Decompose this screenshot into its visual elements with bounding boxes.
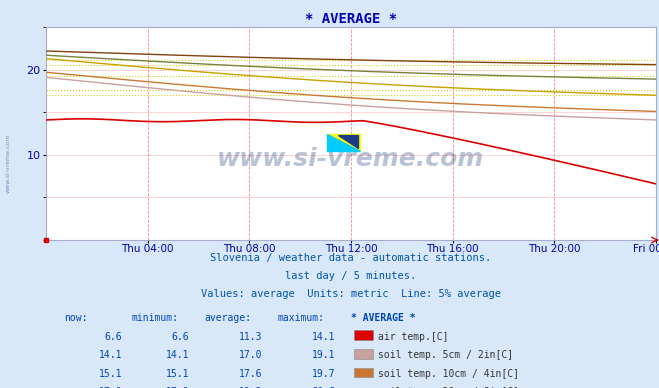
Text: minimum:: minimum: xyxy=(132,313,179,323)
Text: 17.6: 17.6 xyxy=(239,369,262,379)
Text: 15.1: 15.1 xyxy=(99,369,123,379)
Text: maximum:: maximum: xyxy=(278,313,325,323)
Text: 11.3: 11.3 xyxy=(239,332,262,342)
Text: air temp.[C]: air temp.[C] xyxy=(378,332,449,342)
Polygon shape xyxy=(327,133,360,151)
Polygon shape xyxy=(337,135,358,149)
Text: 6.6: 6.6 xyxy=(172,332,189,342)
Text: 14.1: 14.1 xyxy=(166,350,189,360)
Text: www.si-vreme.com: www.si-vreme.com xyxy=(6,133,11,193)
Bar xyxy=(354,349,374,359)
Text: 14.1: 14.1 xyxy=(312,332,335,342)
Text: 19.7: 19.7 xyxy=(312,369,335,379)
Text: Slovenia / weather data - automatic stations.: Slovenia / weather data - automatic stat… xyxy=(210,253,492,263)
Text: www.si-vreme.com: www.si-vreme.com xyxy=(217,147,484,171)
Text: Values: average  Units: metric  Line: 5% average: Values: average Units: metric Line: 5% a… xyxy=(201,289,501,299)
Bar xyxy=(354,331,374,340)
Title: * AVERAGE *: * AVERAGE * xyxy=(305,12,397,26)
Bar xyxy=(354,367,374,377)
Text: now:: now: xyxy=(65,313,88,323)
Text: 17.0: 17.0 xyxy=(239,350,262,360)
Text: 14.1: 14.1 xyxy=(99,350,123,360)
Text: 6.6: 6.6 xyxy=(105,332,123,342)
Text: last day / 5 minutes.: last day / 5 minutes. xyxy=(285,271,416,281)
Text: 19.1: 19.1 xyxy=(312,350,335,360)
Text: 15.1: 15.1 xyxy=(166,369,189,379)
Polygon shape xyxy=(327,133,360,151)
Bar xyxy=(354,386,374,388)
Text: * AVERAGE *: * AVERAGE * xyxy=(351,313,416,323)
Text: soil temp. 10cm / 4in[C]: soil temp. 10cm / 4in[C] xyxy=(378,369,519,379)
Text: soil temp. 5cm / 2in[C]: soil temp. 5cm / 2in[C] xyxy=(378,350,513,360)
Text: average:: average: xyxy=(205,313,252,323)
